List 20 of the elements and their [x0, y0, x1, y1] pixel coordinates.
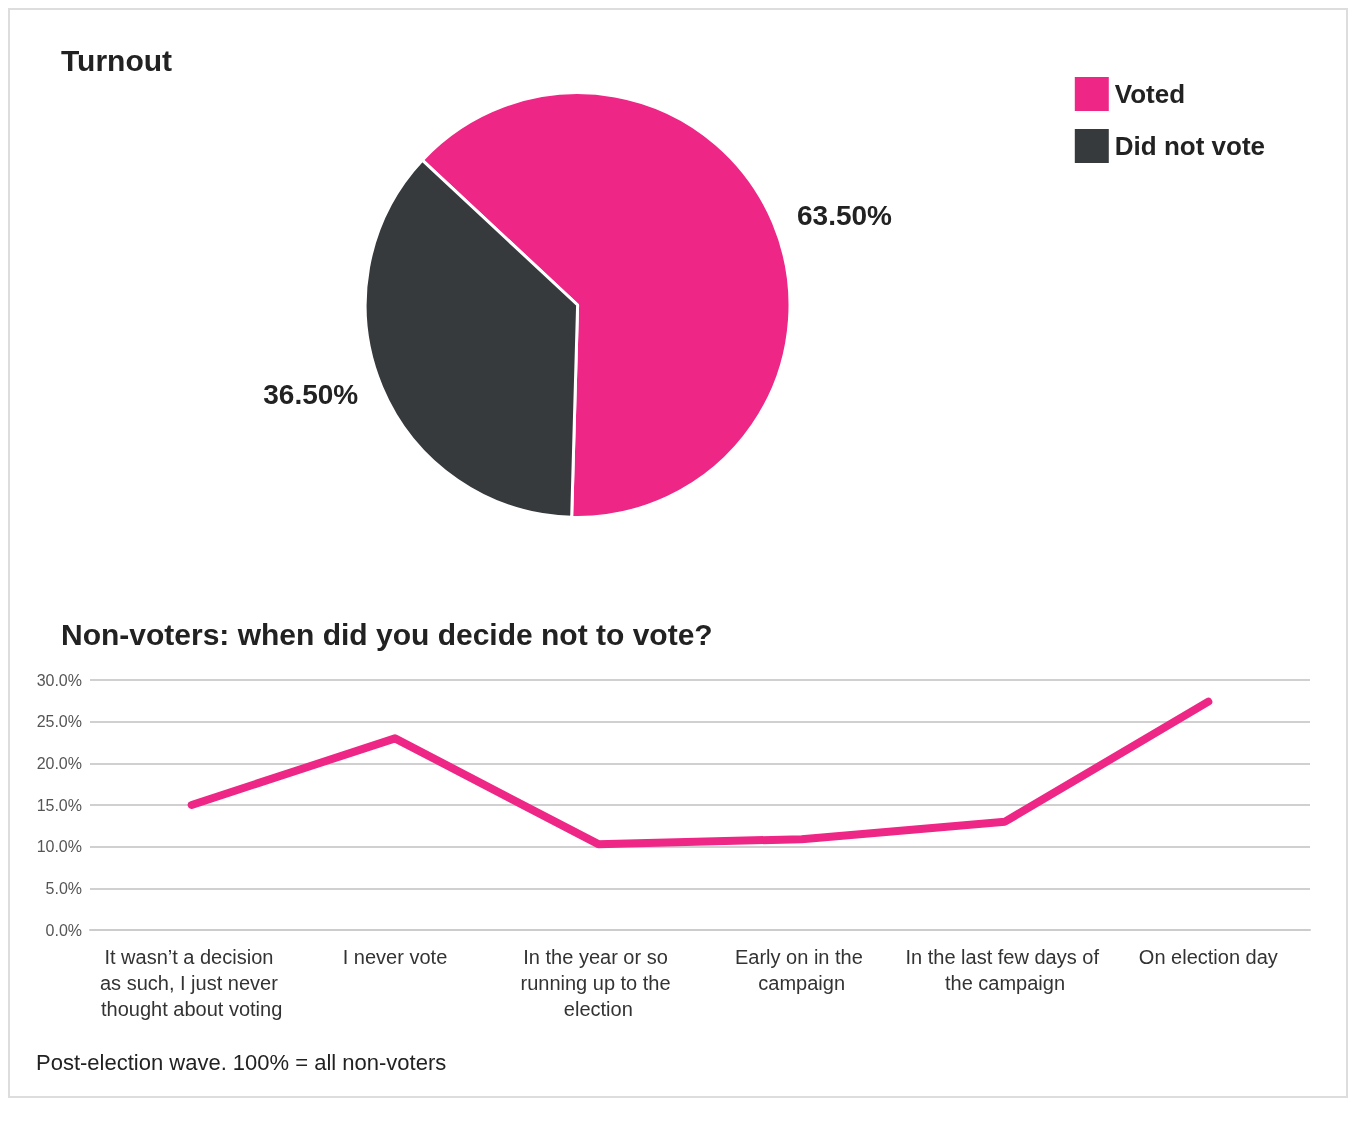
x-tick-label: Early on in the campaign [734, 946, 869, 994]
x-tick-label: In the last few days of the campaign [905, 946, 1105, 994]
chart-title: Turnout [61, 43, 173, 77]
y-tick-label: 0.0% [45, 921, 82, 939]
y-tick-label: 20.0% [36, 754, 82, 772]
x-tick-label: It wasn’t a decision as such, I just never thought about voting [99, 946, 284, 1020]
data-label: 36.50% [263, 379, 359, 411]
y-tick-label: 5.0% [45, 879, 82, 897]
data-label: 63.50% [797, 199, 893, 231]
x-tick-label: On election day [1138, 946, 1278, 968]
text: Post-election wave. 100% = all non-voters [35, 1050, 448, 1076]
chart-title: Non-voters: when did you decide not to vote? [61, 617, 713, 651]
y-tick-label: 30.0% [36, 671, 82, 689]
legend-label: Voted [1114, 79, 1186, 109]
x-tick-label: I never vote [342, 946, 448, 968]
y-tick-label: 25.0% [36, 713, 82, 731]
y-tick-label: 15.0% [36, 796, 82, 814]
legend-label: Did not vote [1114, 131, 1266, 161]
x-tick-label: In the year or so running up to the election [520, 946, 677, 1020]
y-tick-label: 10.0% [36, 838, 82, 856]
